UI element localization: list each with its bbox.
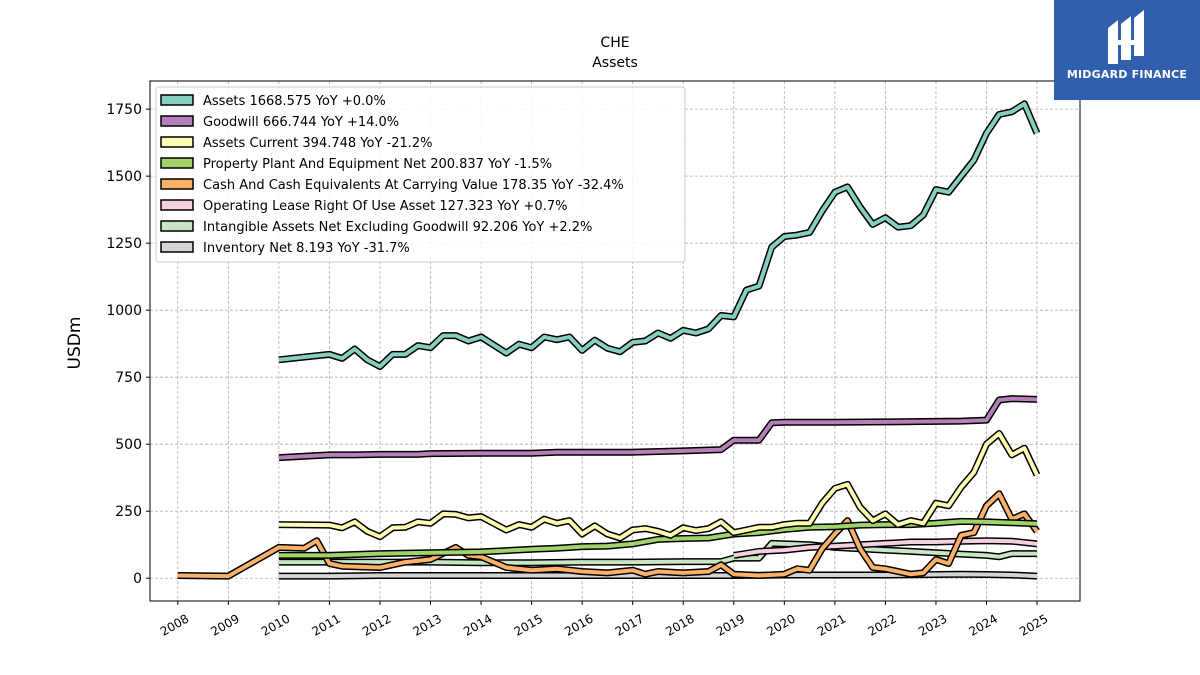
series-line-stroke — [278, 396, 1038, 460]
legend-label: Property Plant And Equipment Net 200.837… — [203, 157, 552, 172]
legend-label: Intangible Assets Net Excluding Goodwill… — [203, 220, 592, 235]
y-tick-label: 1750 — [106, 102, 142, 118]
series-line — [733, 537, 1038, 559]
x-tick-label: 2019 — [714, 611, 747, 638]
brand-logo: MIDGARD FINANCE — [1054, 0, 1200, 100]
x-tick-label: 2008 — [158, 611, 191, 638]
series-line-stroke — [278, 101, 1039, 369]
plot-frame — [149, 80, 1081, 602]
x-tick-label: 2010 — [259, 611, 292, 638]
legend: Assets 1668.575 YoY +0.0% Goodwill 666.74… — [155, 86, 686, 263]
legend-box — [155, 86, 686, 263]
series-line — [278, 100, 1041, 370]
x-tick-label: 2021 — [815, 611, 848, 638]
y-tick-label: 250 — [115, 504, 142, 520]
chart-title: CHE — [600, 35, 629, 51]
series-line — [177, 490, 1040, 580]
legend-swatch — [160, 115, 194, 127]
series-line — [278, 570, 1038, 580]
legend-label: Assets Current 394.748 YoY -21.2% — [203, 136, 433, 151]
legend-label: Cash And Cash Equivalents At Carrying Va… — [203, 178, 624, 193]
legend-swatch — [160, 199, 194, 211]
x-tick-label: 2016 — [562, 611, 595, 638]
y-tick-label: 1500 — [106, 169, 142, 185]
legend-swatch — [160, 241, 194, 253]
chart-subtitle: Assets — [592, 55, 638, 71]
y-tick-label: 750 — [115, 370, 142, 386]
x-tick-label: 2023 — [916, 611, 949, 638]
y-tick-label: 1000 — [106, 303, 142, 319]
x-tick-label: 2018 — [663, 611, 696, 638]
y-tick-label: 500 — [115, 437, 142, 453]
x-tick-label: 2013 — [411, 611, 444, 638]
x-tick-label: 2009 — [208, 611, 241, 638]
x-tick-label: 2024 — [967, 611, 1000, 638]
y-tick-label: 1250 — [106, 236, 142, 252]
x-tick-label: 2020 — [764, 611, 797, 638]
series-line — [278, 517, 1038, 559]
legend-label: Operating Lease Right Of Use Asset 127.3… — [203, 199, 567, 214]
legend-label: Inventory Net 8.193 YoY -31.7% — [203, 241, 410, 256]
legend-swatch — [160, 94, 194, 106]
brand-name: MIDGARD FINANCE — [1066, 68, 1188, 81]
midgard-logo-icon — [1108, 10, 1144, 64]
legend-swatch — [160, 178, 194, 190]
series-line-stroke — [278, 431, 1039, 540]
series-line — [278, 430, 1041, 542]
legend-swatch — [160, 136, 194, 148]
series-line-stroke — [278, 519, 1038, 558]
series-line — [278, 395, 1038, 462]
x-tick-label: 2017 — [613, 611, 646, 638]
x-tick-label: 2012 — [360, 611, 393, 638]
y-axis-label: USDm — [65, 317, 85, 370]
legend-label: Assets 1668.575 YoY +0.0% — [203, 94, 386, 109]
series-lines — [177, 100, 1041, 580]
legend-swatch — [160, 220, 194, 232]
y-tick-label: 0 — [133, 571, 142, 587]
x-tick-label: 2015 — [512, 611, 545, 638]
legend-swatch — [160, 157, 194, 169]
x-tick-label: 2014 — [461, 611, 494, 638]
series-line-stroke — [278, 572, 1038, 579]
series-line-outline — [278, 395, 1038, 462]
legend-label: Goodwill 666.744 YoY +14.0% — [203, 115, 399, 130]
x-tick-label: 2025 — [1017, 611, 1050, 638]
x-tick-label: 2011 — [309, 611, 342, 638]
x-tick-label: 2022 — [865, 611, 898, 638]
series-line-stroke — [177, 491, 1039, 579]
series-line-stroke — [733, 538, 1038, 558]
